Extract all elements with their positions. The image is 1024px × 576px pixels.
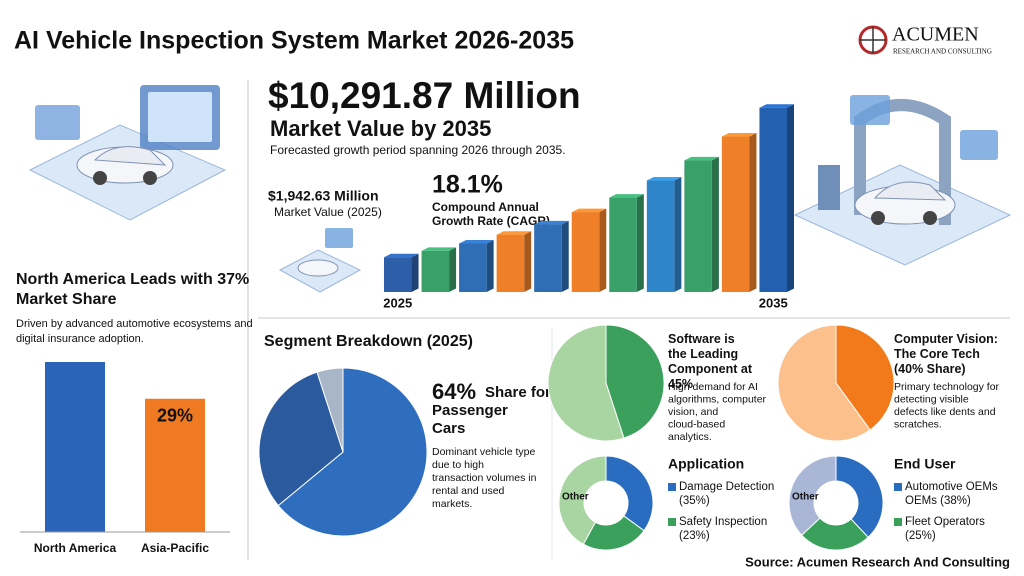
chart-title: Computer Vision: The Core Tech (40% Shar…: [894, 332, 1001, 376]
headline-label: Market Value by 2035: [270, 116, 491, 141]
legend-label: Damage Detection (35%): [679, 481, 777, 507]
bar-side: [599, 208, 607, 292]
illustration: [793, 95, 1012, 266]
bar-top: [646, 177, 682, 181]
legend-swatch: [894, 483, 902, 491]
bar-side: [636, 194, 644, 292]
bar-side: [486, 239, 494, 292]
x-tick-label: North America: [34, 541, 117, 555]
bar: [684, 160, 712, 292]
bar: [145, 398, 205, 532]
bar: [421, 250, 450, 292]
donut-slice: [835, 455, 884, 538]
description: High demand for AI algorithms, computer …: [668, 381, 769, 443]
bar: [496, 234, 525, 292]
donut-slice: [605, 455, 654, 532]
pie-slice: [547, 324, 625, 442]
section-subtitle: Driven by advanced automotive ecosystems…: [16, 318, 256, 345]
bar-top: [534, 220, 569, 225]
start-label: Market Value (2025): [274, 205, 382, 219]
pie-slice: [258, 371, 344, 507]
bar: [571, 212, 600, 292]
logo-name: ACUMEN: [892, 24, 979, 46]
legend-swatch: [668, 483, 676, 491]
cagr-label: Compound Annual Growth Rate (CAGR): [432, 200, 550, 228]
x-tick-label: Asia-Pacific: [141, 541, 209, 555]
description: Dominant vehicle type due to high transa…: [432, 446, 539, 510]
bar-top: [721, 133, 757, 137]
pie-slice: [277, 367, 428, 537]
bar-side: [749, 133, 757, 292]
headline-value: $10,291.87 Million: [268, 75, 581, 116]
pie-slice: [835, 324, 895, 431]
bar-top: [684, 156, 719, 161]
bar-top: [571, 208, 607, 213]
chart-title: Software is the Leading Component at 45%: [668, 332, 756, 391]
legend-label: Automotive OEMs OEMs (38%): [905, 481, 1001, 507]
bar: [45, 362, 105, 532]
bar: [646, 180, 675, 292]
section-title: Segment Breakdown (2025): [264, 333, 473, 350]
chart-title: Application: [668, 456, 744, 472]
bar-side: [561, 220, 569, 292]
legend-label: Fleet Operators (25%): [905, 516, 988, 542]
slice-label: Other: [562, 492, 589, 503]
bar: [759, 107, 787, 293]
donut-slice: [788, 455, 837, 536]
bar-side: [449, 247, 457, 292]
slice-label: Other: [792, 492, 819, 503]
legend-swatch: [894, 518, 902, 526]
bar-side: [711, 156, 719, 292]
caption: Share for Passenger Cars: [432, 384, 555, 437]
x-tick-label: 2025: [383, 295, 412, 310]
bar: [534, 224, 562, 292]
x-tick-label: 2035: [759, 295, 788, 310]
description: Primary technology for detecting visible…: [894, 381, 1002, 431]
bar-top: [459, 239, 494, 244]
cagr-value: 18.1%: [432, 171, 503, 199]
bar: [384, 257, 412, 292]
value-label: 64%: [432, 379, 476, 404]
bar: [459, 243, 487, 292]
bar-top: [421, 247, 457, 251]
section-title: North America Leads with 37% Market Shar…: [16, 271, 254, 308]
logo-tagline: RESEARCH AND CONSULTING: [893, 48, 992, 56]
donut-slice: [558, 455, 607, 545]
bar-side: [524, 231, 532, 292]
headline-note: Forecasted growth period spanning 2026 t…: [270, 143, 566, 157]
bar: [609, 197, 637, 292]
legend-swatch: [668, 518, 676, 526]
title: AI Vehicle Inspection System Market 2026…: [14, 27, 574, 55]
bar-side: [411, 253, 419, 292]
bar-side: [674, 177, 682, 292]
legend-label: Safety Inspection (23%): [679, 516, 770, 542]
pie-slice: [777, 324, 871, 442]
bar-side: [787, 104, 794, 293]
bar: [721, 136, 750, 292]
value-label: 29%: [157, 406, 193, 426]
bar-top: [384, 253, 419, 258]
pie-slice: [316, 367, 344, 453]
source: Source: Acumen Research And Consulting: [745, 554, 1010, 569]
bar-top: [609, 194, 644, 198]
illustration: [278, 228, 362, 293]
chart-title: End User: [894, 456, 956, 472]
bar-top: [759, 104, 794, 108]
pie-slice: [605, 324, 665, 439]
bar-top: [496, 231, 532, 235]
illustration: [28, 85, 227, 221]
logo: ACUMEN RESEARCH AND CONSULTING: [858, 24, 992, 56]
start-value: $1,942.63 Million: [268, 188, 379, 204]
